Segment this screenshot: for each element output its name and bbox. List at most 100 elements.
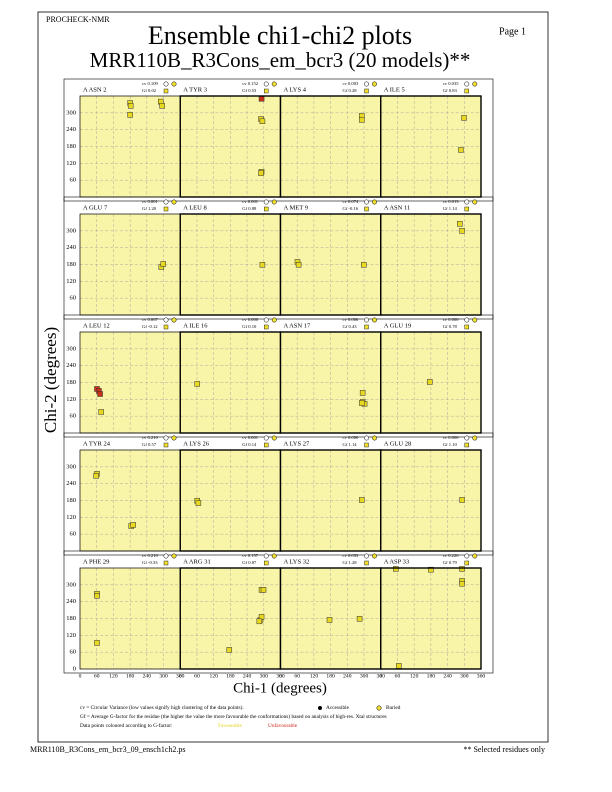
access-icon (472, 199, 478, 205)
gf-box (464, 206, 469, 212)
y-tick-label: 120 (66, 160, 76, 167)
gf-box (464, 324, 469, 330)
panel-gf: Gf 1.14 (343, 442, 358, 447)
x-tick-label: 240 (143, 673, 152, 679)
access-icon (271, 81, 277, 87)
y-tick-label: 240 (66, 244, 76, 251)
data-point (393, 566, 399, 572)
x-tick-label: 120 (310, 673, 319, 679)
gf-box (163, 442, 169, 448)
panel-cv: cv 0.210 (142, 435, 159, 440)
legend-buried: Buried (386, 705, 401, 711)
panel-title: A LYS 26 (183, 440, 209, 447)
data-point (97, 391, 103, 397)
program-name: PROCHECK-NMR (46, 15, 110, 24)
panel-gf: Gf -0.16 (343, 206, 359, 211)
data-point (428, 566, 434, 573)
panel-cv: cv 0.001 (142, 199, 159, 204)
row-box (63, 314, 494, 438)
gf-box (364, 206, 369, 212)
access-icon (364, 81, 369, 87)
y-tick-label: 180 (66, 615, 76, 622)
panel-gf: Gf 0.43 (343, 324, 358, 329)
data-point (260, 587, 267, 593)
access-icon (271, 435, 277, 441)
panel-gf: Gf 0.28 (343, 88, 358, 93)
data-point (127, 103, 134, 109)
y-tick-label: 300 (66, 463, 76, 470)
panel-gf: Gf -0.12 (142, 324, 158, 329)
data-point (93, 473, 99, 479)
gf-box (464, 560, 469, 566)
data-point (356, 616, 363, 622)
access-icon (171, 553, 177, 559)
panel-cv: cv 0.220 (443, 553, 460, 558)
row-box (63, 196, 494, 320)
x-tick-label: 120 (109, 673, 118, 679)
access-icon (271, 553, 277, 559)
panel-title: A ASP 33 (384, 558, 409, 565)
panel-title: A LYS 4 (284, 86, 307, 93)
panel-title: A ARG 31 (183, 558, 210, 565)
panel-gf: Gf 0.78 (443, 324, 458, 329)
legend-cv: cv = Circular Variance (low values signi… (80, 704, 244, 711)
access-icon (364, 435, 369, 441)
panel-title: A ASN 17 (284, 322, 311, 329)
legend-favourable: Favourable (218, 723, 242, 729)
x-tick-label: 60 (395, 673, 401, 679)
x-tick-label: 0 (379, 673, 382, 679)
data-point (159, 103, 165, 109)
data-point (459, 580, 465, 587)
access-icon (163, 81, 169, 87)
panel-cv: cv 0.000 (343, 435, 360, 440)
buried-icon (376, 705, 382, 711)
x-tick-label: 300 (159, 673, 168, 679)
panel-cv: cv 0.067 (142, 317, 159, 322)
panel-cv: cv 0.006 (343, 317, 360, 322)
data-point (259, 262, 266, 268)
access-icon (171, 81, 177, 87)
y-tick-label: 300 (66, 345, 76, 352)
y-tick-label: 0 (73, 665, 76, 672)
x-tick-label: 360 (176, 673, 185, 679)
access-icon (464, 199, 470, 205)
panel-cv: cv 0.152 (242, 81, 259, 86)
y-tick-label: 180 (66, 261, 76, 268)
x-tick-label: 180 (326, 673, 335, 679)
y-tick-label: 180 (66, 497, 76, 504)
panel-cv: cv 0.157 (242, 553, 259, 558)
data-point (127, 112, 133, 118)
access-icon (464, 553, 470, 559)
panel-cv: cv 0.074 (343, 199, 360, 204)
panel-cv: cv 0.003 (343, 81, 360, 86)
access-icon (472, 553, 478, 559)
page-frame (37, 11, 549, 743)
data-point (361, 262, 367, 268)
access-icon (472, 435, 478, 441)
panel-gf: Gf 0.02 (142, 88, 157, 93)
access-icon (364, 199, 369, 205)
row-box (63, 78, 494, 202)
y-tick-label: 120 (66, 278, 76, 285)
data-point (461, 115, 467, 121)
panel-title: A TYR 3 (183, 86, 207, 93)
y-tick-label: 240 (66, 598, 76, 605)
row-box (63, 550, 494, 674)
access-icon (472, 317, 478, 323)
access-icon (263, 435, 269, 441)
panel-gf: Gf 1.28 (343, 560, 358, 565)
panel-cv: cv 0.109 (142, 81, 159, 86)
panel-title: A ILE 5 (384, 86, 405, 93)
gf-box (163, 88, 169, 94)
panel-gf: Gf 1.20 (142, 206, 157, 211)
data-point (258, 170, 264, 176)
gf-box (264, 88, 269, 94)
data-point (459, 228, 465, 234)
x-tick-label: 120 (209, 673, 218, 679)
panel-gf: Gf 1.10 (443, 442, 458, 447)
data-point (226, 647, 233, 653)
access-icon (263, 81, 269, 87)
data-point (258, 96, 265, 102)
row-box (63, 432, 494, 556)
panel-gf: Gf 0.87 (242, 560, 257, 565)
